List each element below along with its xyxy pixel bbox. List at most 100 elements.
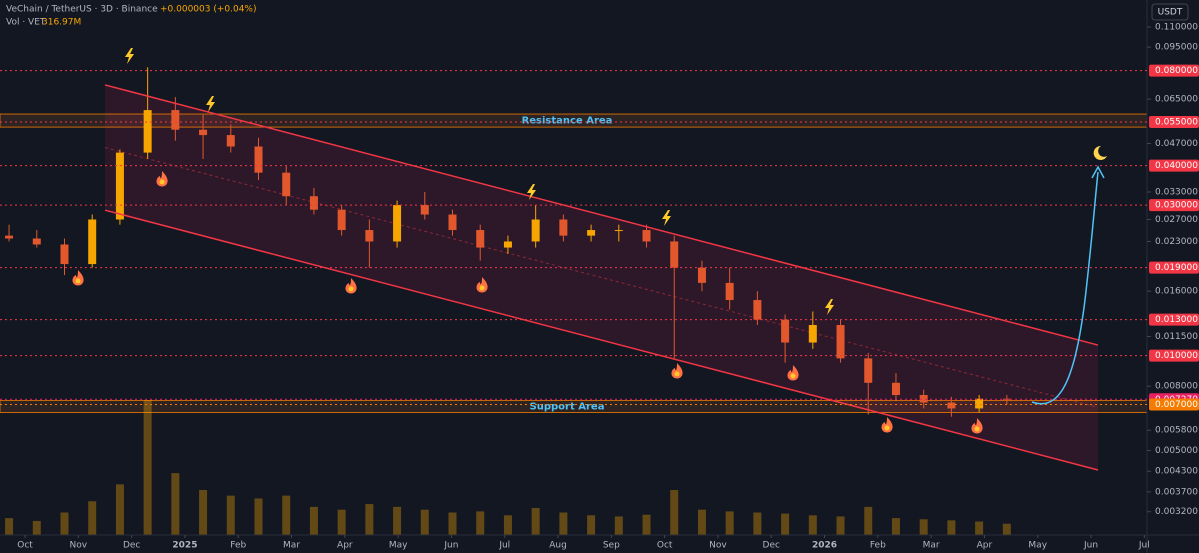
level-tag: [1149, 199, 1199, 212]
lightning: [125, 48, 134, 64]
volume-bar: [143, 400, 152, 535]
volume-bar: [531, 508, 540, 535]
level-label: 0.007000: [1155, 400, 1198, 410]
candle-body: [476, 230, 485, 248]
volume-bar: [587, 515, 596, 535]
arrow-head: [1091, 165, 1105, 179]
x-tick-label: Jun: [443, 541, 458, 551]
candle-body: [5, 235, 14, 239]
volume-bar: [393, 506, 402, 535]
y-tick-label: 0.005000: [1155, 446, 1198, 456]
x-tick-label: Jul: [1138, 541, 1150, 551]
level-tag: [1149, 398, 1199, 411]
candle-body: [448, 214, 457, 231]
candle-body: [32, 238, 41, 245]
over-layer: 0.110000 0.095000 0.065000 0.047000 0.033000…: [0, 23, 1199, 551]
x-tick-label: May: [1028, 541, 1047, 551]
volume-value: 316.97M: [42, 18, 81, 28]
level-label: 0.040000: [1155, 161, 1198, 171]
header-title: VeChain / TetherUS · 3D · Binance: [6, 5, 158, 15]
candle-body: [171, 110, 180, 130]
x-tick-label: Apr: [337, 541, 353, 551]
x-tick-label: Feb: [230, 541, 246, 551]
candle-body: [670, 241, 679, 268]
x-tick-label: 2026: [812, 541, 837, 551]
candle-body: [199, 129, 208, 136]
candle-body: [725, 282, 734, 301]
volume-bar: [781, 513, 790, 535]
candle-body: [88, 219, 97, 265]
flame: [476, 277, 488, 293]
x-tick-label: 2025: [172, 541, 197, 551]
volume-bar: [642, 514, 651, 535]
lightning: [662, 210, 671, 226]
y-tick-label: 0.110000: [1155, 23, 1198, 33]
candle-body: [614, 230, 623, 232]
volume-bar: [448, 512, 457, 535]
volume-label: Vol · VET: [6, 18, 46, 28]
level-tag: [1149, 261, 1199, 274]
volume-bar: [975, 521, 984, 535]
level-tag: [1149, 116, 1199, 129]
candle-body: [587, 230, 596, 236]
x-tick-label: Jul: [498, 541, 510, 551]
candle-body: [891, 382, 900, 396]
volume-bar: [115, 484, 124, 535]
x-tick-label: Feb: [870, 541, 886, 551]
candle-body: [309, 196, 318, 210]
candle-body: [226, 135, 235, 147]
x-tick-label: May: [389, 541, 408, 551]
candle-body: [919, 395, 928, 403]
volume-bar: [670, 490, 679, 535]
candle-body: [781, 319, 790, 343]
x-tick-label: Sep: [603, 541, 620, 551]
level-tag: [1149, 349, 1199, 362]
channel-upper: [104, 84, 1099, 346]
volume-bar: [309, 506, 318, 535]
volume-bar: [919, 519, 928, 535]
x-tick-label: Apr: [977, 541, 993, 551]
currency[interactable]: USDT: [1158, 8, 1183, 18]
x-tick-label: Oct: [17, 541, 33, 551]
moon-icon: [1093, 145, 1107, 160]
y-tick-label: 0.027000: [1155, 215, 1198, 225]
candle-body: [864, 358, 873, 383]
candle-body: [60, 244, 69, 265]
y-tick-label: 0.004300: [1155, 467, 1198, 477]
flame: [881, 417, 893, 433]
candle-body: [753, 300, 762, 320]
volume-bar: [476, 511, 485, 535]
candle-body: [642, 230, 651, 242]
level-label: 0.080000: [1155, 66, 1198, 76]
candle-body: [836, 325, 845, 359]
volume-bar: [226, 495, 235, 535]
y-tick-label: 0.023000: [1155, 237, 1198, 247]
zone-label: Support Area: [530, 402, 605, 413]
y-tick-label: 0.016000: [1155, 287, 1198, 297]
volume-bar: [864, 506, 873, 535]
x-tick-label: Mar: [923, 541, 940, 551]
flame: [787, 365, 799, 381]
flame: [156, 171, 168, 187]
volume-bar: [503, 515, 512, 535]
x-tick-label: Jun: [1083, 541, 1098, 551]
volume-bar: [365, 504, 374, 535]
volume-bar: [282, 495, 291, 535]
lightning-icons: [125, 48, 834, 315]
level-tag: [1149, 313, 1199, 326]
x-tick-label: Oct: [657, 541, 673, 551]
volume-bar: [753, 512, 762, 535]
level-label: 0.019000: [1155, 263, 1198, 273]
volume-bar: [1002, 523, 1011, 535]
level-tag: [1149, 64, 1199, 77]
level-label: 0.013000: [1155, 315, 1198, 325]
flame: [971, 418, 983, 434]
mark-layer: [5, 67, 1011, 535]
volume-bar: [836, 516, 845, 535]
projection-arrow: [1031, 171, 1099, 405]
x-tick-label: Dec: [763, 541, 780, 551]
level-tag: [1149, 159, 1199, 172]
volume-bar: [5, 518, 14, 535]
currency-box[interactable]: [1151, 3, 1189, 21]
